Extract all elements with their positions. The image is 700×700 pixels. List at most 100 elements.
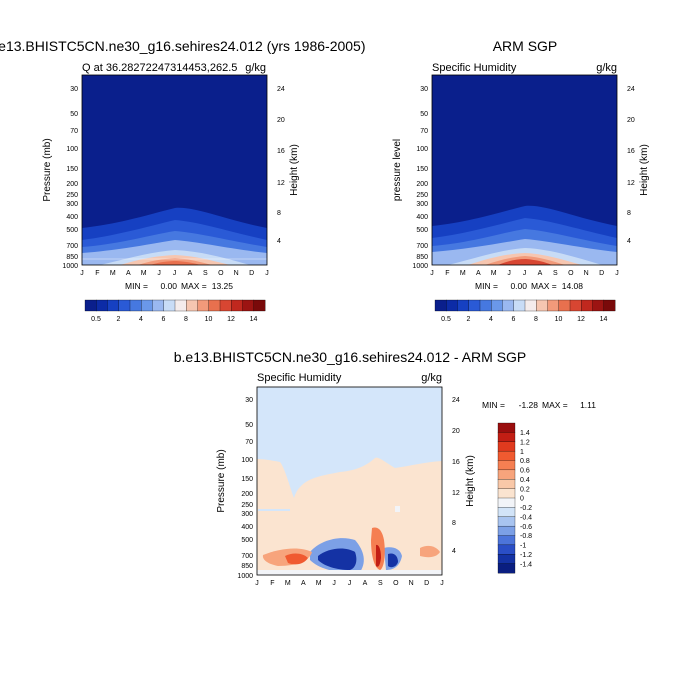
colorbar-label: 8 — [534, 316, 538, 323]
colorbar-swatch — [84, 299, 97, 312]
y-tick-label: 70 — [420, 128, 428, 135]
panel-diff: b.e13.BHISTC5CN.ne30_g16.sehires24.012 -… — [174, 349, 597, 587]
x-tick-label: J — [615, 270, 619, 277]
y-tick-label: 1000 — [412, 263, 428, 270]
y2-tick-label: 12 — [277, 180, 285, 187]
panel-diff-y2label: Height (km) — [465, 455, 476, 507]
colorbar-swatch — [536, 299, 548, 312]
colorbar-swatch — [497, 507, 516, 518]
colorbar-swatch — [129, 299, 142, 312]
colorbar-label: -0.2 — [520, 505, 532, 512]
colorbar-swatch — [592, 299, 605, 312]
colorbar-label: 1 — [520, 449, 524, 456]
colorbar-label: -0.6 — [520, 524, 532, 531]
panel-obs: ARM SGP Specific Humidity g/kg 30 50 70 … — [392, 38, 650, 323]
y-tick-label: 250 — [241, 502, 253, 509]
y-tick-label: 850 — [416, 254, 428, 261]
colorbar-swatch — [497, 516, 516, 527]
panel-diff-title: b.e13.BHISTC5CN.ne30_g16.sehires24.012 -… — [174, 349, 527, 365]
x-tick-label: J — [255, 580, 259, 587]
y2-tick-label: 4 — [277, 238, 281, 245]
colorbar-swatch — [174, 299, 187, 312]
panel-model-units: g/kg — [245, 62, 266, 74]
y2-tick-label: 20 — [627, 117, 635, 124]
colorbar-label: 0.5 — [91, 316, 101, 323]
x-tick-label: A — [363, 580, 368, 587]
x-tick-label: N — [409, 580, 414, 587]
colorbar-label: 0.5 — [441, 316, 451, 323]
colorbar-swatch — [479, 299, 492, 312]
x-tick-label: O — [568, 270, 574, 277]
panel-obs-y2label: Height (km) — [639, 144, 650, 196]
panel-model-y-ticks: 30 50 70 100 150 200 250 300 400 500 700… — [62, 86, 78, 270]
x-tick-label: D — [424, 580, 429, 587]
y-tick-label: 700 — [66, 243, 78, 250]
x-tick-label: F — [445, 270, 449, 277]
colorbar-swatch — [446, 299, 458, 312]
x-tick-label: O — [218, 270, 224, 277]
y-tick-label: 500 — [416, 227, 428, 234]
x-tick-label: J — [507, 270, 511, 277]
max-label: MAX = — [531, 281, 557, 291]
colorbar-swatch — [497, 441, 516, 452]
panel-obs-minmax: MIN = 0.00 MAX = 14.08 — [475, 281, 583, 291]
colorbar-label: 6 — [162, 316, 166, 323]
y-tick-label: 300 — [416, 201, 428, 208]
x-tick-label: N — [234, 270, 239, 277]
colorbar-label: 0.4 — [520, 477, 530, 484]
colorbar-swatch — [141, 299, 153, 312]
colorbar-swatch — [468, 299, 481, 312]
colorbar-label: 1.2 — [520, 439, 530, 446]
panel-obs-title: ARM SGP — [493, 38, 558, 54]
x-tick-label: D — [249, 270, 254, 277]
x-tick-label: J — [440, 580, 444, 587]
panel-obs-y2-ticks: 24 20 16 12 8 4 — [627, 86, 635, 245]
colorbar-swatch — [457, 299, 470, 312]
colorbar-swatch — [497, 422, 516, 433]
y-tick-label: 100 — [66, 146, 78, 153]
x-tick-label: A — [126, 270, 131, 277]
y-tick-label: 500 — [66, 227, 78, 234]
colorbar-swatch — [497, 544, 516, 555]
colorbar-swatch — [107, 299, 120, 312]
panel-model-subtitle-left: Q at 36.28272247314453,262.5 — [82, 62, 237, 74]
min-label: MIN = — [125, 281, 148, 291]
y-tick-label: 100 — [416, 146, 428, 153]
colorbar-label: 12 — [577, 316, 585, 323]
x-tick-label: F — [270, 580, 274, 587]
y-tick-label: 500 — [241, 537, 253, 544]
max-value: 1.11 — [580, 400, 596, 410]
x-tick-label: A — [476, 270, 481, 277]
colorbar-swatch — [219, 299, 232, 312]
y2-tick-label: 8 — [627, 210, 631, 217]
y-tick-label: 70 — [70, 128, 78, 135]
colorbar-swatch — [186, 299, 198, 312]
colorbar-swatch — [96, 299, 108, 312]
y2-tick-label: 12 — [452, 490, 460, 497]
colorbar-label: 4 — [139, 316, 143, 323]
colorbar-swatch — [603, 299, 616, 312]
panel-diff-units: g/kg — [421, 372, 442, 384]
colorbar-label: 6 — [512, 316, 516, 323]
colorbar-swatch — [524, 299, 537, 312]
colorbar-swatch — [253, 299, 266, 312]
x-tick-label: J — [523, 270, 527, 277]
x-tick-label: M — [316, 580, 322, 587]
panel-obs-frame — [431, 74, 618, 266]
y-tick-label: 300 — [66, 201, 78, 208]
colorbar-label: 1.4 — [520, 430, 530, 437]
max-label: MAX = — [181, 281, 207, 291]
max-value: 14.08 — [562, 281, 584, 291]
y2-tick-label: 20 — [277, 117, 285, 124]
x-tick-label: J — [265, 270, 269, 277]
colorbar-swatch — [497, 535, 516, 546]
colorbar-swatch — [497, 469, 516, 480]
colorbar-swatch — [581, 299, 593, 312]
y-tick-label: 50 — [70, 111, 78, 118]
x-tick-label: J — [80, 270, 84, 277]
colorbar-swatch — [497, 460, 516, 471]
colorbar-label: -0.4 — [520, 514, 532, 521]
y-tick-label: 400 — [416, 214, 428, 221]
x-tick-label: S — [378, 580, 383, 587]
